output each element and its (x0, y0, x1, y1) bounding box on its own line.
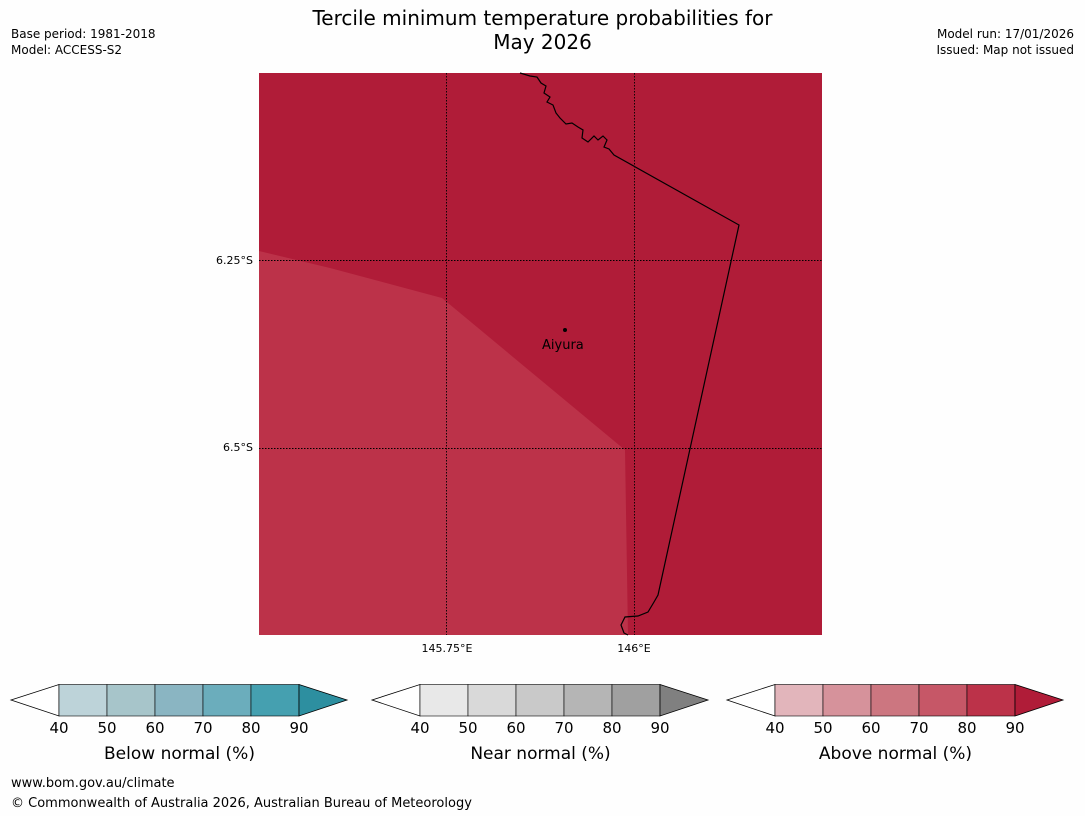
colorbar-tick-label: 50 (97, 719, 117, 737)
map-title: Tercile minimum temperature probabilitie… (0, 6, 1085, 54)
lat-tick-label: 6.25°S (216, 254, 253, 267)
colorbar-tick-label: 50 (458, 719, 478, 737)
title-line-2: May 2026 (493, 30, 592, 54)
legend-near-normal: Near normal (%) 40 50 60 70 80 90 (370, 683, 710, 764)
colorbar-segment (154, 684, 204, 717)
colorbar-tick-label: 50 (813, 719, 833, 737)
colorbar-segment (419, 684, 469, 717)
colorbar-segment (106, 684, 156, 717)
legend-label-near-normal: Near normal (%) (470, 744, 611, 764)
colorbar-extend-max (298, 683, 349, 717)
model-run-date: Model run: 17/01/2026 (936, 27, 1074, 41)
legend-label-above-normal: Above normal (%) (818, 744, 973, 764)
legend-above-normal: Above normal (%) 40 50 60 70 80 90 (725, 683, 1065, 764)
colorbar-extend-max (1014, 683, 1065, 717)
footer-url: www.bom.gov.au/climate (11, 776, 175, 791)
colorbar-above-normal (725, 683, 1065, 717)
title-line-1: Tercile minimum temperature probabilitie… (312, 6, 773, 30)
model-name: Model: ACCESS-S2 (11, 43, 123, 57)
colorbar-tick-label: 40 (49, 719, 69, 737)
colorbar-segment (774, 684, 824, 717)
colorbar-extend-min (9, 683, 60, 717)
colorbar-segment (918, 684, 968, 717)
colorbar-segment (467, 684, 517, 717)
colorbar-extend-max (659, 683, 710, 717)
colorbar-tick-label: 70 (909, 719, 929, 737)
footer: www.bom.gov.au/climate © Commonwealth of… (11, 774, 472, 814)
colorbar-extend-min (725, 683, 776, 717)
colorbar-tick-label: 40 (765, 719, 785, 737)
colorbar-segment (58, 684, 108, 717)
colorbar-segment (822, 684, 872, 717)
lat-tick-label: 6.5°S (223, 441, 253, 454)
colorbar-segment (611, 684, 661, 717)
location-label-aiyura: Aiyura (542, 338, 584, 353)
colorbar-segment (202, 684, 252, 717)
run-info: Model run: 17/01/2026 Issued: Map not is… (936, 26, 1074, 58)
colorbar-segment (870, 684, 920, 717)
legend-label-below-normal: Below normal (%) (104, 744, 255, 764)
footer-copyright: © Commonwealth of Australia 2026, Austra… (11, 796, 472, 811)
colorbar-tick-label: 90 (650, 719, 670, 737)
probability-region-lower (259, 251, 628, 635)
lon-tick-label: 145.75°E (421, 642, 473, 655)
colorbar-tick-label: 80 (602, 719, 622, 737)
colorbar-segment (563, 684, 613, 717)
colorbar-tick-label: 90 (289, 719, 309, 737)
colorbar-segment (966, 684, 1016, 717)
colorbar-segment (250, 684, 300, 717)
colorbar-tick-label: 60 (506, 719, 526, 737)
colorbar-segment (515, 684, 565, 717)
lon-tick-label: 146°E (617, 642, 651, 655)
colorbar-below-normal (9, 683, 349, 717)
colorbar-tick-label: 80 (957, 719, 977, 737)
colorbar-tick-label: 40 (410, 719, 430, 737)
issued-status: Issued: Map not issued (936, 43, 1074, 57)
legend-below-normal: Below normal (%) 40 50 60 70 80 90 (9, 683, 349, 764)
colorbar-extend-min (370, 683, 421, 717)
colorbar-tick-label: 70 (193, 719, 213, 737)
colorbar-tick-label: 80 (241, 719, 261, 737)
base-period: Base period: 1981-2018 (11, 27, 156, 41)
colorbar-tick-label: 60 (145, 719, 165, 737)
colorbar-tick-label: 60 (861, 719, 881, 737)
aiyura-location-marker[interactable] (563, 328, 567, 332)
model-info: Base period: 1981-2018 Model: ACCESS-S2 (11, 26, 156, 58)
colorbar-tick-label: 70 (554, 719, 574, 737)
colorbar-near-normal (370, 683, 710, 717)
colorbar-tick-label: 90 (1005, 719, 1025, 737)
province-boundary (519, 72, 740, 636)
